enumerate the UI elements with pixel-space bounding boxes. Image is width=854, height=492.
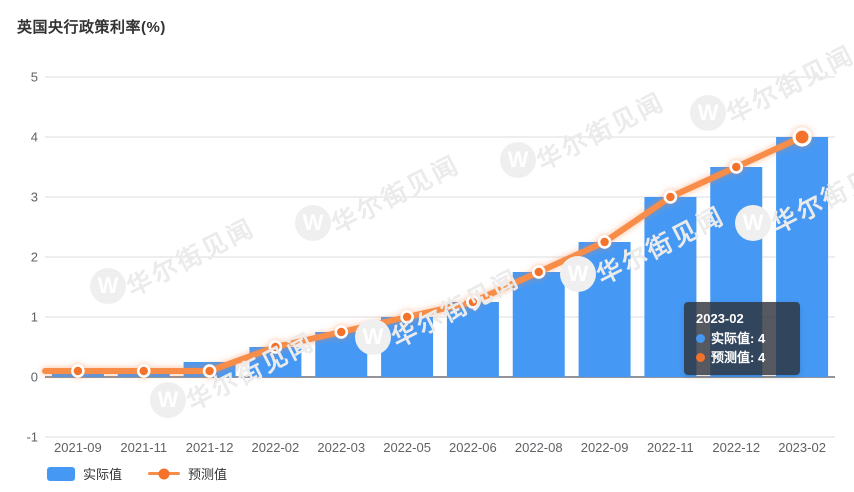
line-point-2022-09[interactable]	[597, 235, 612, 249]
x-axis-tick-label: 2021-12	[186, 440, 234, 455]
legend: 实际值 预测值	[47, 464, 227, 483]
line-point-2021-09[interactable]	[71, 364, 85, 378]
line-point-2021-12[interactable]	[202, 364, 217, 378]
y-axis-tick-label: 4	[31, 130, 38, 145]
x-axis-tick-label: 2022-08	[515, 440, 563, 455]
x-axis-tick-label: 2022-09	[581, 440, 629, 455]
tooltip: 2023-02 实际值: 4 预测值: 4	[684, 302, 800, 375]
line-series-swatch-icon	[148, 468, 181, 479]
line-point-2022-05[interactable]	[400, 310, 414, 324]
bar-2022-08[interactable]	[512, 272, 565, 377]
line-point-2022-08[interactable]	[531, 265, 546, 279]
x-axis-tick-label: 2023-02	[778, 440, 826, 455]
x-axis-tick-label: 2022-06	[449, 440, 497, 455]
x-axis-tick-label: 2021-11	[120, 440, 167, 455]
y-axis-tick-label: 1	[31, 310, 38, 325]
line-point-2022-11[interactable]	[663, 190, 678, 204]
bar-series-swatch-icon	[47, 466, 75, 481]
line-point-2022-06[interactable]	[466, 295, 480, 309]
tooltip-row-forecast: 预测值: 4	[696, 348, 788, 367]
line-point-2022-12[interactable]	[729, 160, 744, 174]
legend-item-forecast[interactable]: 预测值	[148, 464, 227, 483]
legend-label-actual: 实际值	[83, 467, 123, 482]
x-axis-tick-label: 2021-09	[54, 440, 102, 455]
x-axis-tick-label: 2022-05	[383, 440, 431, 455]
y-axis-tick-label: 0	[31, 370, 38, 385]
line-point-2021-11[interactable]	[136, 364, 151, 378]
y-axis-tick-label: 3	[31, 190, 38, 205]
line-point-2023-02[interactable]	[792, 127, 812, 147]
legend-item-actual[interactable]: 实际值	[47, 464, 122, 483]
tooltip-title: 2023-02	[696, 311, 744, 326]
forecast-series-marker-icon	[696, 353, 705, 362]
y-axis-tick-label: -1	[26, 430, 38, 445]
tooltip-row-actual: 实际值: 4	[696, 329, 788, 348]
bar-2022-09[interactable]	[578, 242, 631, 377]
y-axis-tick-label: 5	[31, 70, 38, 85]
line-series-dot-icon	[158, 468, 170, 479]
x-axis-tick-label: 2022-11	[647, 440, 694, 455]
bar-2022-05[interactable]	[381, 317, 434, 377]
tooltip-forecast-text: 预测值: 4	[711, 350, 766, 365]
x-axis-tick-label: 2022-03	[317, 440, 365, 455]
bar-2022-06[interactable]	[446, 302, 499, 377]
legend-label-forecast: 预测值	[188, 467, 228, 482]
line-point-2022-02[interactable]	[268, 340, 283, 354]
line-point-2022-03[interactable]	[334, 325, 349, 339]
chart-title: 英国央行政策利率(%)	[17, 19, 166, 36]
x-axis-tick-label: 2022-12	[712, 440, 760, 455]
actual-series-marker-icon	[696, 334, 705, 343]
y-axis-tick-label: 2	[31, 250, 38, 265]
x-axis-tick-label: 2022-02	[252, 440, 300, 455]
tooltip-actual-text: 实际值: 4	[711, 331, 766, 346]
